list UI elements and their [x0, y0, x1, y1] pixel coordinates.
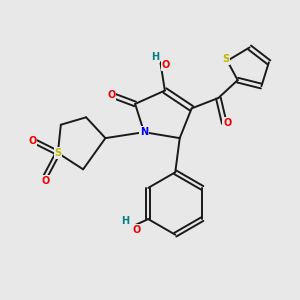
Text: O: O [223, 118, 231, 128]
Text: O: O [107, 90, 116, 100]
Text: S: S [222, 54, 230, 64]
Text: N: N [140, 127, 148, 137]
Text: H: H [121, 216, 129, 226]
Text: O: O [28, 136, 37, 146]
Text: H: H [151, 52, 159, 62]
Text: O: O [162, 60, 170, 70]
Text: O: O [132, 224, 140, 235]
Text: S: S [54, 148, 61, 158]
Text: O: O [42, 176, 50, 186]
